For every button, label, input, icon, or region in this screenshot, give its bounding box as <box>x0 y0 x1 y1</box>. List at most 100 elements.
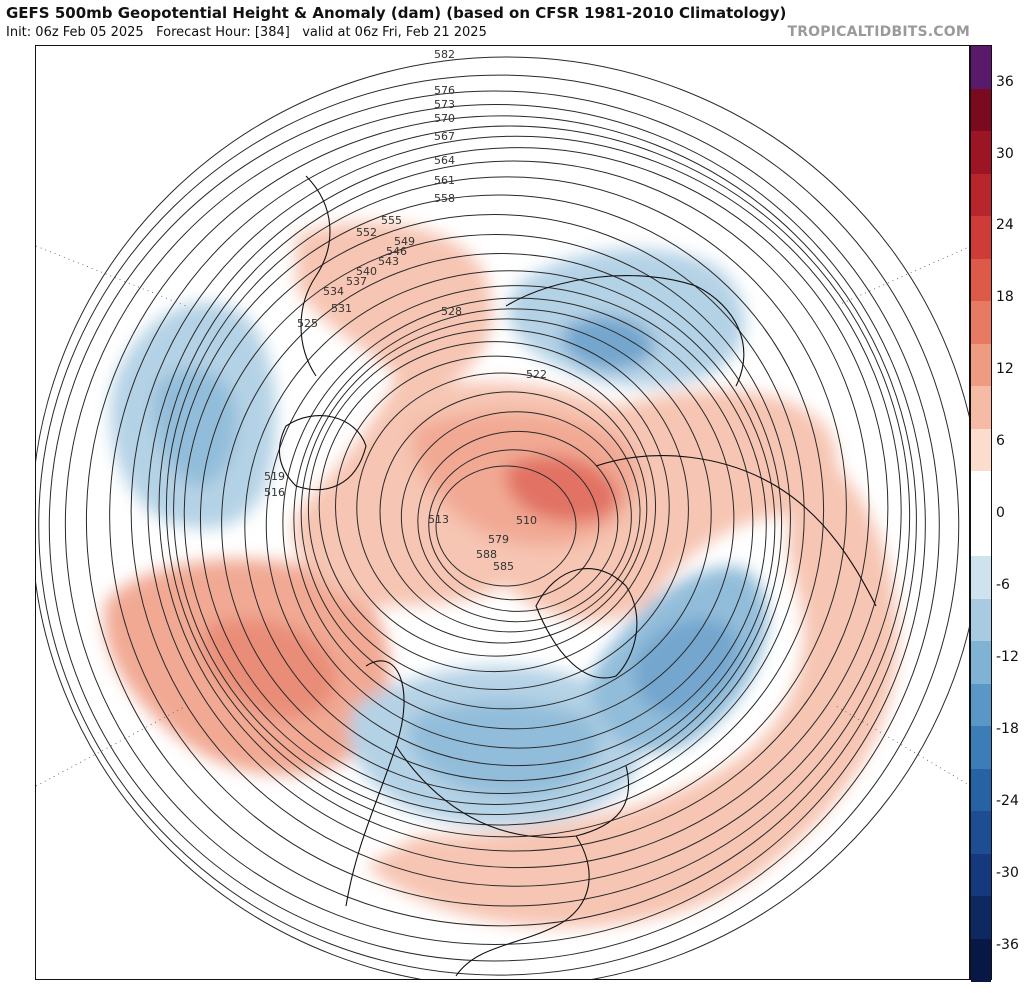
colorbar-tick: 6 <box>996 433 1005 449</box>
colorbar-tick: 12 <box>996 361 1014 377</box>
anomaly-siberia-core <box>562 315 656 370</box>
contour-label: 528 <box>441 305 462 318</box>
contour-label: 525 <box>297 317 318 330</box>
contour-label: 519 <box>264 470 285 483</box>
anomaly-north-pacific-core <box>204 618 338 719</box>
height-contour-line <box>165 176 847 838</box>
height-contour-line <box>109 125 911 907</box>
contour-label: 543 <box>378 255 399 268</box>
colorbar-tick: 18 <box>996 289 1014 305</box>
map-canvas: 5825765735705675645615585555525495465435… <box>36 48 969 979</box>
height-contour-line <box>183 214 805 816</box>
coastline-greenland <box>535 568 638 679</box>
init-time: Init: 06z Feb 05 2025 <box>6 25 144 40</box>
colorbar-swatch <box>971 726 991 769</box>
contour-label: 582 <box>434 48 455 61</box>
chart-title: GEFS 500mb Geopotential Height & Anomaly… <box>6 4 787 22</box>
height-contour-line <box>64 103 926 945</box>
height-contour-line <box>158 160 870 852</box>
height-contour-line <box>38 74 960 976</box>
contour-label: 549 <box>394 235 415 248</box>
contour-label: 516 <box>264 486 285 499</box>
colorbar-swatch <box>971 216 991 259</box>
colorbar-tick: -12 <box>996 649 1019 665</box>
colorbar-swatch <box>971 343 991 387</box>
colorbar-swatch <box>971 46 991 89</box>
coastline-asia-east <box>300 175 331 377</box>
height-anomaly-map: 582 576 573 570 567 564 561 558 555 552 549 546 543 5… <box>35 45 970 980</box>
height-contour-line <box>244 270 776 782</box>
colorbar-swatch <box>971 853 991 897</box>
coastline-eurasia <box>505 275 877 607</box>
coastline-north-america <box>345 660 630 977</box>
height-contour-line <box>435 465 577 587</box>
contour-label: 540 <box>356 265 377 278</box>
height-contour-line <box>282 297 754 749</box>
height-contour-line <box>318 341 670 673</box>
colorbar-swatch <box>971 173 991 217</box>
colorbar-swatch <box>971 556 991 599</box>
contour-label: 567 <box>434 130 455 143</box>
colorbar-tick: -36 <box>996 937 1019 953</box>
height-contour-line <box>417 430 619 612</box>
contour-label: 561 <box>434 174 455 187</box>
colorbar-swatch <box>971 258 991 302</box>
height-contour-line <box>147 147 889 869</box>
colorbar-swatch <box>971 131 991 174</box>
height-contour-line <box>199 233 791 805</box>
contour-label: 537 <box>346 275 367 288</box>
colorbar-tick: -30 <box>996 865 1019 881</box>
colorbar-swatch <box>971 641 991 684</box>
colorbar-tick-labels: 36 30 24 18 12 6 0 -6 -12 -18 -24 -30 -36 <box>994 45 1024 980</box>
height-contour-line <box>335 355 657 657</box>
height-contour-line <box>130 135 902 887</box>
forecast-info: Init: 06z Feb 05 2025 Forecast Hour: [38… <box>6 25 487 40</box>
colorbar-tick: -18 <box>996 721 1019 737</box>
height-contour-line <box>265 285 767 767</box>
valid-time: valid at 06z Fri, Feb 21 2025 <box>302 25 487 40</box>
colorbar-swatch <box>971 428 991 472</box>
contour-label: 585 <box>493 560 514 573</box>
colorbar-tick: -6 <box>996 577 1010 593</box>
contour-labels: 5825765735705675645615585555525495465435… <box>264 48 547 573</box>
contour-label: 588 <box>476 548 497 561</box>
colorbar-tick: 0 <box>996 505 1005 521</box>
coastline-alaska <box>278 415 367 491</box>
colorbar-swatch <box>971 88 991 132</box>
height-contours <box>36 56 969 979</box>
colorbar-swatch <box>971 683 991 727</box>
anomaly-west-pacific-core <box>153 368 237 486</box>
height-contour-line <box>379 391 641 633</box>
anomaly-hudson-core <box>409 701 601 797</box>
height-contour-line <box>428 449 600 601</box>
colorbar-swatch <box>971 811 991 854</box>
colorbar-tick: 36 <box>996 74 1014 90</box>
graticule <box>36 245 969 787</box>
contour-label: 546 <box>386 245 407 258</box>
colorbar-swatch <box>971 938 991 982</box>
height-contour-line <box>36 56 969 979</box>
height-contour-line <box>300 318 712 710</box>
height-contour-line <box>356 372 648 644</box>
contour-label: 534 <box>323 285 344 298</box>
height-contour-line <box>85 115 917 927</box>
contour-label: 513 <box>428 513 449 526</box>
height-contour-line <box>307 328 689 690</box>
height-contour-line <box>221 253 783 795</box>
colorbar-swatch <box>971 768 991 812</box>
colorbar-swatch <box>971 301 991 344</box>
contour-label: 558 <box>434 192 455 205</box>
anomaly-colorbar <box>970 45 992 982</box>
contour-label: 576 <box>434 84 455 97</box>
height-contour-line <box>293 308 735 730</box>
colorbar-tick: -24 <box>996 793 1019 809</box>
contour-label: 522 <box>526 368 547 381</box>
contour-label: 573 <box>434 98 455 111</box>
coastlines <box>278 175 877 977</box>
colorbar-swatch <box>971 896 991 939</box>
contour-label: 579 <box>488 533 509 546</box>
anomaly-north-atlantic-positive <box>366 466 898 928</box>
contour-label: 510 <box>516 514 537 527</box>
anomaly-shading <box>104 221 898 928</box>
colorbar-swatch <box>971 471 991 514</box>
